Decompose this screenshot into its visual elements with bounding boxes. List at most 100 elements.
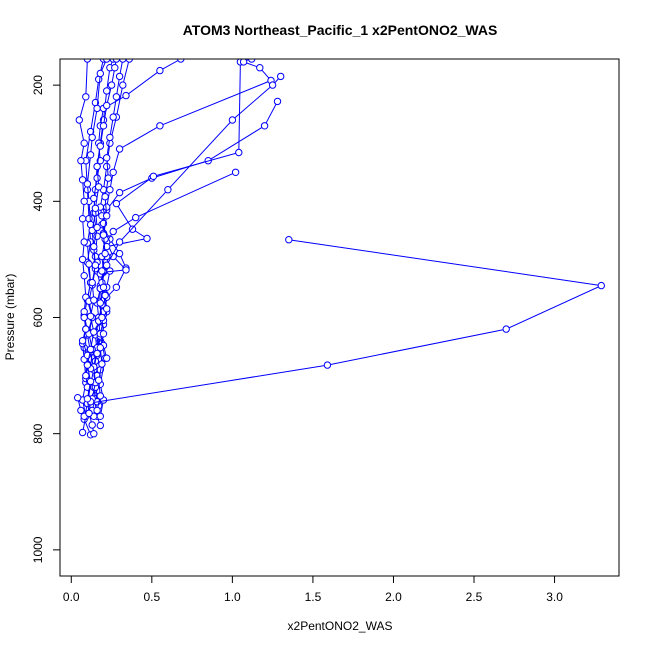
data-point — [109, 227, 117, 236]
series-line — [99, 76, 282, 359]
data-point — [82, 325, 90, 333]
data-point — [103, 87, 111, 95]
data-point — [268, 81, 277, 89]
data-point — [260, 122, 269, 130]
data-point — [88, 278, 96, 287]
x-tick-label: 0.5 — [143, 590, 160, 604]
data-point — [177, 59, 185, 63]
data-point — [86, 151, 95, 159]
x-tick-label: 2.5 — [466, 590, 483, 604]
data-point — [103, 101, 111, 110]
data-point — [90, 430, 98, 438]
data-point — [75, 116, 84, 124]
data-point — [80, 313, 88, 322]
data-point — [93, 174, 101, 182]
series-layer — [74, 59, 605, 439]
data-point — [111, 64, 119, 72]
y-tick-label: 600 — [31, 307, 45, 327]
series-7 — [90, 168, 240, 420]
series-line — [87, 239, 604, 404]
y-axis: 200 400 600 800 1000 — [31, 75, 61, 563]
series-line — [91, 59, 252, 399]
data-point — [86, 345, 95, 354]
data-point — [83, 59, 92, 63]
data-point — [164, 186, 172, 194]
y-tick-label: 1000 — [31, 536, 45, 563]
data-point — [83, 361, 92, 369]
data-point — [80, 238, 88, 246]
x-tick-label: 1.5 — [305, 590, 322, 604]
data-point — [96, 412, 105, 420]
data-point — [91, 261, 100, 269]
series-8 — [83, 236, 605, 408]
plot-frame — [59, 58, 620, 577]
data-point — [83, 395, 92, 403]
data-point — [99, 330, 108, 338]
data-point — [95, 183, 103, 191]
data-point — [83, 180, 92, 188]
data-point — [96, 392, 105, 400]
data-point — [99, 231, 108, 239]
data-point — [228, 116, 237, 124]
data-point — [82, 93, 90, 101]
series-line — [93, 171, 236, 417]
data-point — [119, 59, 127, 63]
data-point — [96, 142, 105, 150]
data-point — [109, 113, 117, 121]
data-point — [90, 242, 98, 251]
data-point — [149, 172, 158, 181]
data-point — [101, 249, 109, 258]
data-point — [156, 122, 164, 130]
data-point — [122, 91, 130, 100]
data-point — [93, 406, 101, 415]
data-point — [80, 139, 88, 147]
x-tick-label: 3.0 — [546, 590, 563, 604]
data-point — [103, 162, 111, 171]
data-point — [101, 193, 109, 201]
y-axis-label: Pressure (mbar) — [3, 274, 17, 361]
data-point — [80, 272, 88, 280]
series-6 — [88, 97, 282, 415]
y-tick-label: 200 — [31, 75, 45, 95]
data-point — [80, 197, 88, 206]
data-point — [106, 186, 114, 194]
data-point — [82, 371, 90, 380]
data-point — [78, 337, 87, 345]
data-point — [112, 59, 121, 63]
data-point — [99, 122, 108, 130]
data-point — [93, 104, 101, 113]
data-point — [78, 215, 87, 223]
y-tick-label: 400 — [31, 191, 45, 211]
data-point — [115, 145, 124, 153]
data-point — [78, 428, 87, 437]
data-point — [235, 148, 243, 157]
data-point — [90, 296, 98, 304]
data-point — [91, 204, 100, 213]
data-point — [143, 234, 151, 243]
data-point — [115, 238, 124, 246]
data-point — [96, 299, 105, 307]
data-point — [96, 69, 105, 78]
x-tick-label: 1.0 — [224, 590, 241, 604]
x-tick-label: 2.0 — [385, 590, 402, 604]
x-tick-label: 0.0 — [63, 590, 80, 604]
data-point — [239, 59, 248, 66]
data-point — [323, 361, 332, 369]
series-line — [82, 317, 95, 434]
data-point — [132, 213, 140, 222]
data-point — [98, 360, 106, 368]
y-tick-label: 800 — [31, 423, 45, 443]
series-15 — [83, 59, 121, 417]
data-point — [88, 133, 96, 142]
data-point — [78, 176, 87, 184]
data-point — [85, 409, 93, 417]
data-point — [86, 377, 95, 386]
data-point — [112, 283, 121, 291]
data-point — [93, 349, 101, 358]
data-point — [86, 312, 95, 320]
data-point — [95, 376, 103, 384]
data-point — [93, 162, 101, 171]
data-point — [106, 133, 114, 142]
data-point — [107, 81, 116, 89]
